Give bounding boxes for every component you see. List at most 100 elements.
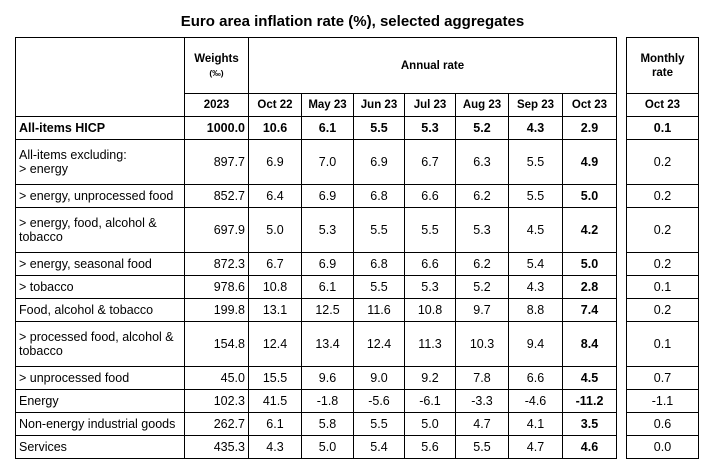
annual-rate-cell: -6.1 <box>404 389 456 413</box>
latest-annual-rate-cell: 7.4 <box>562 298 617 322</box>
annual-rate-cell: 5.4 <box>508 252 563 276</box>
header-row-2: 2023 Oct 22 May 23 Jun 23 Jul 23 Aug 23 … <box>15 93 699 117</box>
column-gap <box>617 117 627 140</box>
annual-rate-cell: 6.1 <box>301 275 354 299</box>
monthly-header-line1: Monthly <box>640 52 685 65</box>
latest-annual-rate-cell: 8.4 <box>562 321 617 367</box>
row-label: > energy, seasonal food <box>15 252 185 276</box>
monthly-rate-cell: 0.1 <box>626 116 699 140</box>
monthly-rate-cell: 0.6 <box>626 412 699 436</box>
weight-cell: 897.7 <box>184 139 249 185</box>
weights-header-line2: (‰) <box>209 67 224 78</box>
annual-rate-cell: 5.5 <box>353 116 405 140</box>
column-gap <box>617 299 627 322</box>
row-label: All-items HICP <box>15 116 185 140</box>
monthly-rate-cell: 0.2 <box>626 298 699 322</box>
row-label-line1: > energy, food, alcohol & <box>19 216 157 230</box>
column-gap <box>617 140 627 185</box>
monthly-month: Oct 23 <box>626 93 699 117</box>
row-label-line1: All-items excluding: <box>19 148 127 162</box>
annual-rate-cell: 6.8 <box>353 184 405 208</box>
annual-rate-cell: 5.3 <box>404 275 456 299</box>
row-label: > energy, unprocessed food <box>15 184 185 208</box>
table-row: Non-energy industrial goods 262.7 6.1 5.8 5.… <box>15 412 699 436</box>
table-row: > unprocessed food 45.0 15.5 9.6 9.0 9.2 7.8 6.… <box>15 366 699 390</box>
row-label: > processed food, alcohol & tobacco <box>15 321 185 367</box>
row-label-line2: tobacco <box>19 344 63 358</box>
annual-rate-cell: -1.8 <box>301 389 354 413</box>
annual-rate-cell: 6.9 <box>353 139 405 185</box>
month-header: Oct 22 <box>248 93 302 117</box>
annual-rate-cell: -5.6 <box>353 389 405 413</box>
annual-rate-cell: 6.8 <box>353 252 405 276</box>
column-gap <box>617 94 627 117</box>
annual-rate-cell: 4.3 <box>248 435 302 459</box>
annual-rate-cell: -4.6 <box>508 389 563 413</box>
row-label: Energy <box>15 389 185 413</box>
month-header: Sep 23 <box>508 93 563 117</box>
annual-rate-cell: 10.6 <box>248 116 302 140</box>
monthly-rate-cell: 0.7 <box>626 366 699 390</box>
latest-annual-rate-cell: 2.9 <box>562 116 617 140</box>
annual-rate-cell: 11.3 <box>404 321 456 367</box>
weights-header-line1: Weights <box>194 52 239 65</box>
annual-rate-cell: 5.5 <box>455 435 509 459</box>
row-label-line1: > processed food, alcohol & <box>19 330 174 344</box>
annual-rate-cell: 6.9 <box>301 252 354 276</box>
table-row: > energy, food, alcohol & tobacco 697.9 5.0… <box>15 207 699 253</box>
row-label: > unprocessed food <box>15 366 185 390</box>
annual-rate-cell: 5.3 <box>455 207 509 253</box>
weights-header: Weights (‰) <box>184 37 249 94</box>
annual-rate-cell: 4.3 <box>508 275 563 299</box>
annual-rate-cell: 4.3 <box>508 116 563 140</box>
monthly-rate-cell: 0.1 <box>626 275 699 299</box>
annual-rate-cell: 9.7 <box>455 298 509 322</box>
annual-rate-cell: 10.3 <box>455 321 509 367</box>
weight-cell: 872.3 <box>184 252 249 276</box>
row-label: Food, alcohol & tobacco <box>15 298 185 322</box>
annual-rate-header: Annual rate <box>248 37 617 94</box>
row-label: > tobacco <box>15 275 185 299</box>
latest-annual-rate-cell: 3.5 <box>562 412 617 436</box>
weight-cell: 102.3 <box>184 389 249 413</box>
monthly-rate-cell: 0.2 <box>626 139 699 185</box>
annual-rate-cell: 5.2 <box>455 275 509 299</box>
latest-annual-rate-cell: 4.9 <box>562 139 617 185</box>
annual-rate-cell: 6.4 <box>248 184 302 208</box>
annual-rate-cell: 5.5 <box>353 275 405 299</box>
column-gap <box>617 208 627 253</box>
header-row-1: Weights (‰) Annual rate Monthly rate <box>15 37 699 94</box>
annual-rate-cell: 5.5 <box>353 207 405 253</box>
column-gap <box>617 367 627 390</box>
month-header: Jun 23 <box>353 93 405 117</box>
row-label-line2: > energy <box>19 162 68 176</box>
annual-rate-cell: 5.2 <box>455 116 509 140</box>
annual-rate-cell: 5.3 <box>301 207 354 253</box>
table-row: Food, alcohol & tobacco 199.8 13.1 12.5 11.6… <box>15 298 699 322</box>
column-gap <box>617 436 627 459</box>
annual-rate-cell: 41.5 <box>248 389 302 413</box>
annual-rate-cell: 12.4 <box>248 321 302 367</box>
annual-rate-cell: 6.1 <box>301 116 354 140</box>
annual-rate-cell: 5.0 <box>248 207 302 253</box>
annual-rate-cell: 5.6 <box>404 435 456 459</box>
annual-rate-cell: 5.0 <box>301 435 354 459</box>
table-title: Euro area inflation rate (%), selected a… <box>180 13 525 30</box>
column-gap <box>617 38 627 94</box>
annual-rate-cell: 6.2 <box>455 252 509 276</box>
weight-cell: 852.7 <box>184 184 249 208</box>
latest-annual-rate-cell: 2.8 <box>562 275 617 299</box>
annual-rate-cell: 10.8 <box>248 275 302 299</box>
monthly-rate-cell: 0.2 <box>626 184 699 208</box>
latest-annual-rate-cell: 4.5 <box>562 366 617 390</box>
weight-cell: 154.8 <box>184 321 249 367</box>
row-label: Non-energy industrial goods <box>15 412 185 436</box>
column-gap <box>617 276 627 299</box>
annual-rate-cell: 4.7 <box>455 412 509 436</box>
annual-rate-cell: 4.1 <box>508 412 563 436</box>
annual-rate-cell: 6.3 <box>455 139 509 185</box>
column-gap <box>617 185 627 208</box>
annual-rate-cell: 5.0 <box>404 412 456 436</box>
annual-rate-cell: 6.1 <box>248 412 302 436</box>
annual-rate-cell: 13.1 <box>248 298 302 322</box>
